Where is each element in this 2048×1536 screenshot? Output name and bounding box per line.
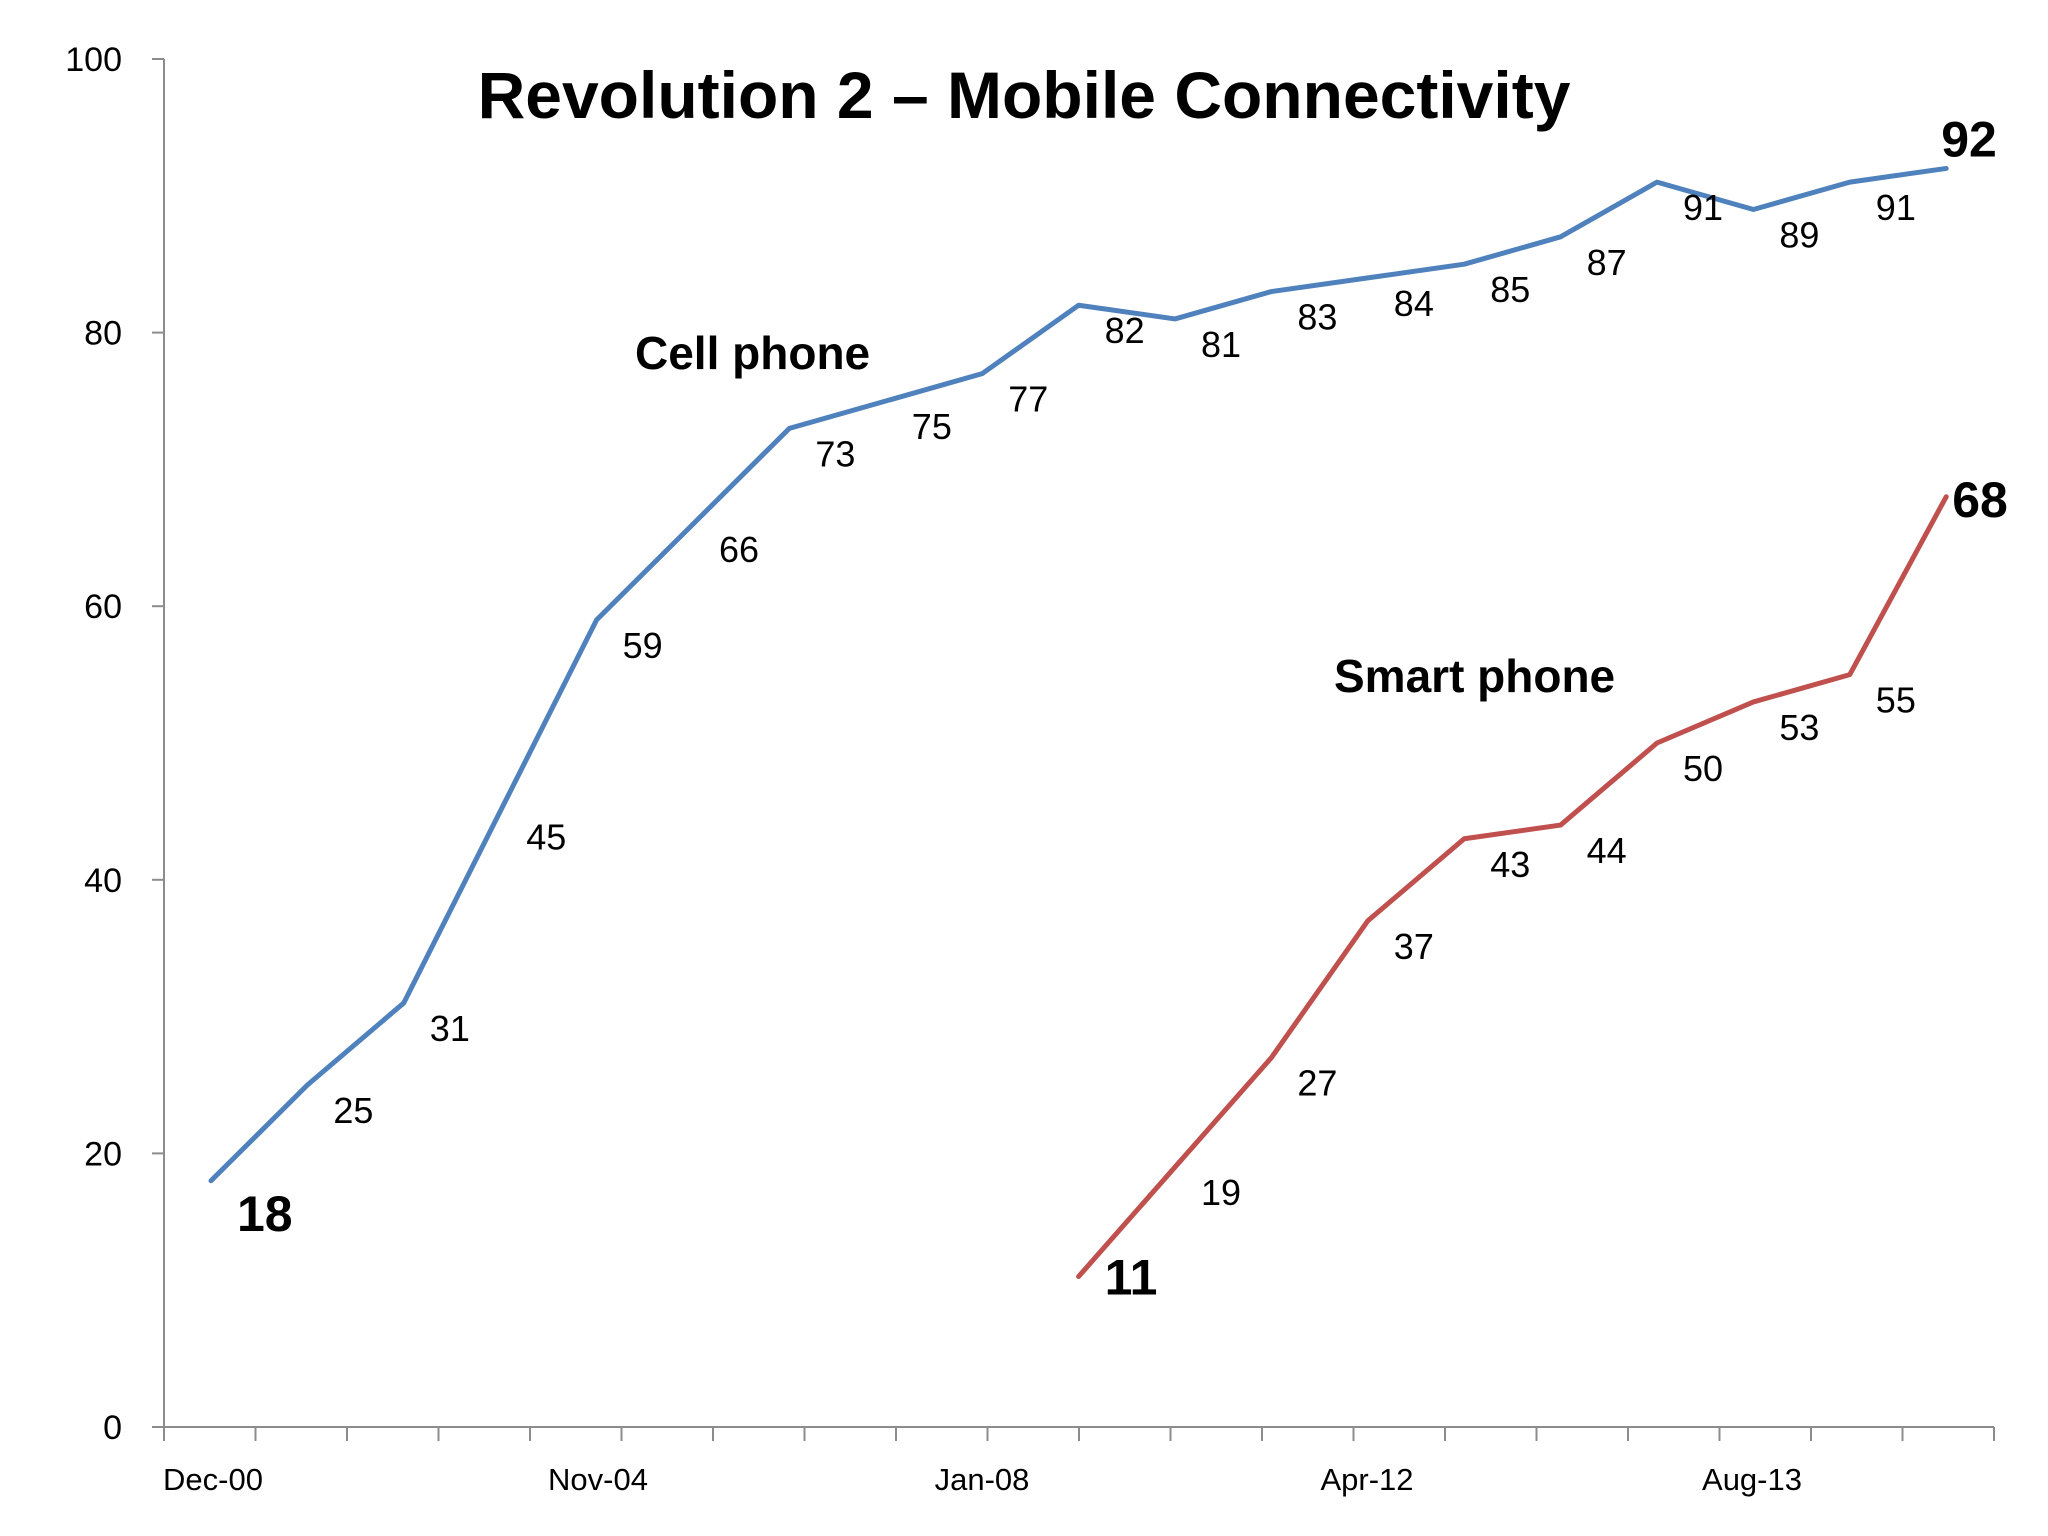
- cell-phone-data-label: 87: [1587, 242, 1627, 283]
- smart-phone-series-name: Smart phone: [1334, 650, 1615, 702]
- smart-phone-data-label: 27: [1297, 1063, 1337, 1104]
- cell-phone-data-label: 59: [623, 625, 663, 666]
- smart-phone-data-label: 55: [1876, 680, 1916, 721]
- cell-phone-data-label: 75: [912, 406, 952, 447]
- smart-phone-data-label: 50: [1683, 748, 1723, 789]
- cell-phone-data-label: 45: [526, 816, 566, 857]
- y-tick-label: 0: [103, 1409, 122, 1447]
- x-tick-label: Jan-08: [935, 1462, 1030, 1497]
- x-tick-label: Apr-12: [1320, 1462, 1413, 1497]
- y-tick-label: 40: [84, 862, 122, 900]
- smart-phone-data-label: 44: [1587, 830, 1627, 871]
- label-layer: 18 25 31 45 59 66 73 75 77 82 81 83 84 85 87 91 89 91 92 11…: [237, 111, 2008, 1305]
- axis-layer: 0 20 40 60 80 100 Dec-00 Nov-04 Jan-08 Apr-12 Aug-…: [65, 41, 1995, 1497]
- y-tick-label: 80: [84, 315, 122, 353]
- cell-phone-data-label: 73: [815, 433, 855, 474]
- cell-phone-data-label: 77: [1008, 379, 1048, 420]
- y-tick-label: 100: [65, 41, 122, 79]
- smart-phone-data-label: 43: [1490, 844, 1530, 885]
- cell-phone-data-label: 84: [1394, 283, 1434, 324]
- cell-phone-data-label: 89: [1779, 214, 1819, 255]
- chart-title: Revolution 2 – Mobile Connectivity: [478, 58, 1571, 132]
- y-tick-label: 60: [84, 588, 122, 626]
- cell-phone-data-label: 85: [1490, 269, 1530, 310]
- cell-phone-data-label: 81: [1201, 324, 1241, 365]
- cell-phone-data-label: 66: [719, 529, 759, 570]
- cell-phone-data-label: 91: [1683, 187, 1723, 228]
- smart-phone-data-label: 53: [1779, 707, 1819, 748]
- smart-phone-data-label: 19: [1201, 1172, 1241, 1213]
- smart-phone-series-line: [1076, 494, 1949, 1280]
- cell-phone-data-label: 92: [1941, 111, 1997, 167]
- smart-phone-data-label: 68: [1952, 472, 2008, 528]
- cell-phone-data-label: 83: [1297, 297, 1337, 338]
- cell-phone-data-label: 91: [1876, 187, 1916, 228]
- cell-phone-data-label: 31: [430, 1008, 470, 1049]
- smart-phone-data-label: 11: [1105, 1250, 1158, 1306]
- cell-phone-series-name: Cell phone: [635, 327, 870, 379]
- y-tick-label: 20: [84, 1135, 122, 1173]
- x-tick-label: Aug-13: [1702, 1462, 1802, 1497]
- series-layer: [208, 165, 1949, 1280]
- x-tick-label: Dec-00: [163, 1462, 263, 1497]
- cell-phone-data-label: 18: [237, 1186, 293, 1242]
- smart-phone-data-label: 37: [1394, 926, 1434, 967]
- cell-phone-data-label: 82: [1105, 310, 1145, 351]
- cell-phone-data-label: 25: [333, 1090, 373, 1131]
- cell-phone-series-line: [208, 165, 1949, 1184]
- x-tick-label: Nov-04: [548, 1462, 648, 1497]
